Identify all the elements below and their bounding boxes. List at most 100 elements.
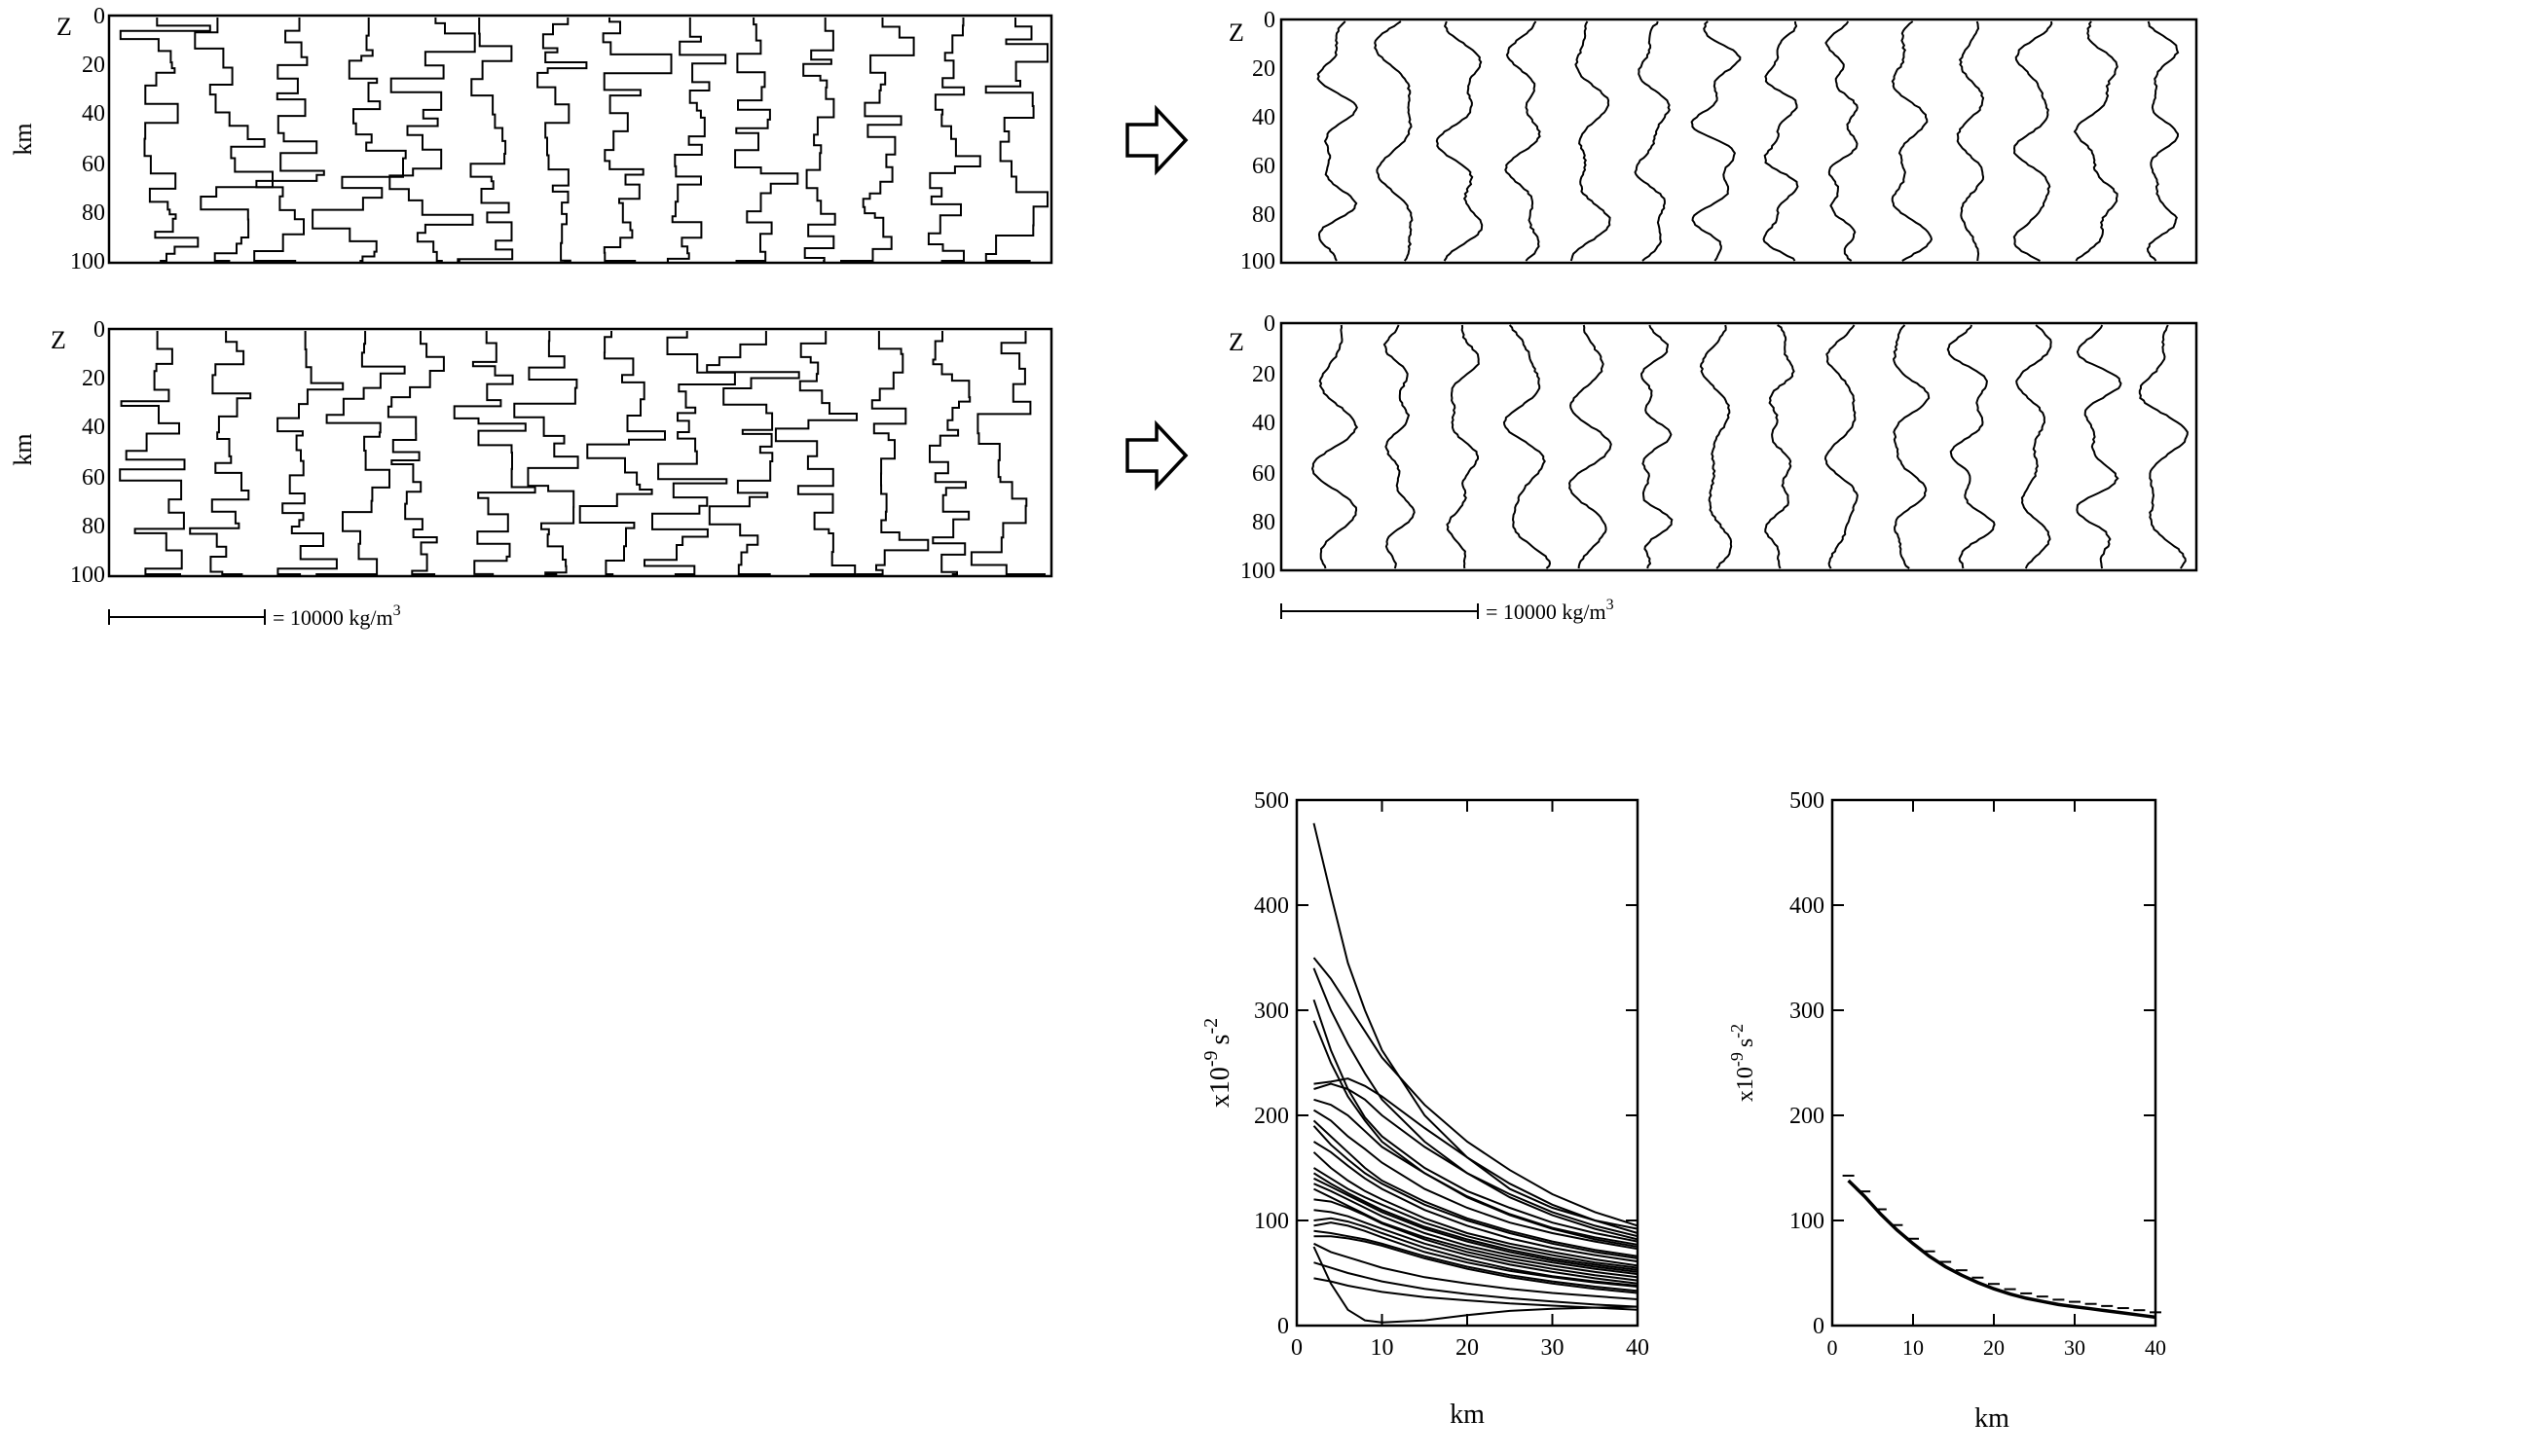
depth-tick: 40 (82, 101, 105, 127)
density-profile-trace (1639, 324, 1674, 569)
x-axis-label: km (1974, 1403, 2009, 1434)
density-profile-trace (1569, 20, 1611, 262)
density-profile-trace (802, 18, 836, 262)
depth-tick: 20 (1252, 362, 1275, 387)
density-profile-trace (1316, 20, 1358, 262)
density-profile-trace (666, 18, 727, 262)
series-line-m1 (1312, 822, 1639, 1230)
axis-ticks (1296, 799, 1639, 1327)
y-tick-label: 300 (1254, 999, 1289, 1024)
y-tick-labels: 0 100 200 300 400 500 (1254, 788, 1289, 1339)
series-line-m13 (1312, 1151, 1639, 1267)
series-line-m14 (1312, 1167, 1639, 1269)
y-tick-label: 200 (1789, 1104, 1824, 1129)
line-chart-mean: 0 100 200 300 400 500 0 10 20 30 40 km x… (1727, 788, 2166, 1434)
series-line-m23 (1313, 1229, 1639, 1292)
depth-tick: 40 (82, 415, 105, 440)
arrow-right-icon (1125, 104, 1189, 176)
density-profile-trace (312, 18, 407, 262)
series-line-mean (1847, 1179, 2156, 1320)
density-profile-trace (1374, 20, 1414, 262)
series-line-m16 (1313, 1177, 1639, 1273)
depth-tick: 80 (82, 200, 105, 226)
density-profile-trace (856, 331, 930, 575)
y-tick-labels: 0 100 200 300 400 500 (1789, 788, 1824, 1339)
density-profile-trace (970, 331, 1046, 575)
density-profile-trace (2146, 20, 2180, 262)
series-line-m8 (1313, 1098, 1639, 1248)
y-tick-label: 500 (1254, 788, 1289, 814)
arrow-right-icon (1125, 419, 1189, 491)
density-profiles (119, 18, 1049, 262)
density-profile-trace (1567, 324, 1612, 569)
density-profile-trace (194, 18, 274, 262)
density-profile-trace (1956, 20, 1985, 262)
panel-frame (107, 327, 1053, 578)
x-tick-labels: 0 10 20 30 40 (1827, 1335, 2167, 1360)
x-tick-label: 30 (1541, 1335, 1565, 1361)
series-line-m19 (1313, 1198, 1639, 1282)
depth-tick: 40 (1252, 105, 1275, 130)
x-tick-label: 20 (1983, 1335, 2005, 1360)
scale-bar-label: = 10000 kg/m3 (1486, 597, 1614, 624)
density-profile-trace (536, 18, 588, 262)
depth-tick: 80 (82, 514, 105, 539)
x-tick-label: 10 (1371, 1335, 1394, 1361)
axis-ticks (1831, 799, 2156, 1327)
density-profile-trace (644, 331, 736, 575)
series-line-m26 (1312, 1246, 1639, 1324)
x-tick-label: 0 (1291, 1335, 1303, 1361)
density-profile-trace (1504, 20, 1541, 262)
y-tick-label: 0 (1813, 1314, 1824, 1339)
density-profile-trace (984, 18, 1049, 262)
series-line-m7 (1313, 1082, 1639, 1238)
density-profile-trace (1690, 20, 1742, 262)
density-profile-trace (1310, 324, 1359, 569)
depth-tick: 80 (1252, 202, 1275, 228)
series-line-m15 (1312, 1172, 1639, 1271)
panel-frame (107, 14, 1053, 265)
series-line-m6 (1313, 1077, 1639, 1234)
density-profiles (1310, 324, 2189, 569)
plot-frame (1295, 798, 1639, 1328)
density-profile-trace (513, 331, 579, 575)
density-profiles (119, 331, 1046, 575)
density-profile-trace (774, 331, 858, 575)
y-axis-label: x10-9s-2 (1727, 1024, 1758, 1102)
scale-bar-label: = 10000 kg/m3 (273, 602, 401, 630)
series-line-m3 (1312, 967, 1639, 1241)
density-profile-trace (189, 331, 252, 575)
depth-tick: 60 (82, 465, 105, 491)
y-tick-label: 300 (1789, 999, 1824, 1024)
density-profile-trace (457, 18, 514, 262)
density-profile-trace (1435, 20, 1484, 262)
x-axis-label: km (1450, 1400, 1485, 1430)
depth-tick: 0 (93, 317, 105, 343)
density-profile-trace (2076, 324, 2122, 569)
depth-tick: 60 (1252, 461, 1275, 487)
density-profile-trace (2138, 324, 2189, 569)
density-profile-trace (1892, 324, 1931, 569)
depth-tick: 60 (82, 152, 105, 177)
y-tick-label: 400 (1789, 893, 1824, 919)
density-profile-trace (2015, 324, 2052, 569)
depth-tick: 100 (70, 563, 105, 588)
density-profile-trace (315, 331, 406, 575)
scale-bar-right: = 10000 kg/m3 (1280, 597, 1614, 624)
x-tick-label: 40 (2145, 1335, 2166, 1360)
depth-label-z: Z (51, 326, 66, 354)
x-tick-label: 0 (1827, 1335, 1838, 1360)
depth-tick-labels: 0 20 40 60 80 100 (1240, 311, 1275, 584)
density-profile-trace (1502, 324, 1552, 569)
density-profile-trace (2073, 20, 2118, 262)
series-line-m28 (1313, 1277, 1639, 1311)
profile-panel-1: Z km 0 20 40 60 80 100 (9, 4, 1053, 274)
depth-tick: 100 (70, 249, 105, 274)
depth-tick: 20 (82, 366, 105, 391)
density-profile-trace (840, 18, 915, 262)
density-profile-trace (1762, 20, 1799, 262)
density-profile-trace (929, 331, 972, 575)
panel-frame (1279, 321, 2198, 572)
y-tick-label: 100 (1254, 1209, 1289, 1234)
series-line-m2 (1312, 957, 1639, 1227)
